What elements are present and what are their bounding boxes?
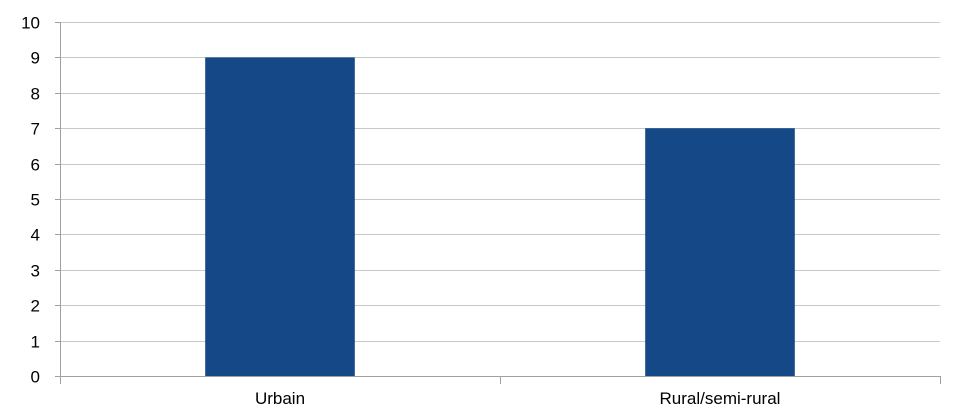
x-category-label: Urbain bbox=[255, 389, 305, 408]
y-tick-label: 4 bbox=[31, 226, 40, 245]
bars bbox=[205, 57, 795, 377]
y-tick-label: 2 bbox=[31, 297, 40, 316]
y-tick-label: 1 bbox=[31, 333, 40, 352]
y-tick-label: 0 bbox=[31, 368, 40, 387]
axes bbox=[55, 22, 941, 384]
y-axis-tick-labels: 0 1 2 3 4 5 6 7 8 9 10 bbox=[21, 14, 40, 387]
gridlines bbox=[60, 22, 940, 342]
y-tick-label: 3 bbox=[31, 262, 40, 281]
y-tick-label: 9 bbox=[31, 49, 40, 68]
bar-rural-semi-rural bbox=[645, 128, 795, 376]
x-axis-category-labels: Urbain Rural/semi-rural bbox=[255, 389, 781, 408]
y-tick-label: 7 bbox=[31, 120, 40, 139]
y-tick-label: 10 bbox=[21, 14, 40, 33]
x-category-label: Rural/semi-rural bbox=[660, 389, 781, 408]
y-tick-label: 6 bbox=[31, 156, 40, 175]
bar-urbain bbox=[205, 57, 355, 377]
y-tick-label: 8 bbox=[31, 85, 40, 104]
y-tick-label: 5 bbox=[31, 191, 40, 210]
